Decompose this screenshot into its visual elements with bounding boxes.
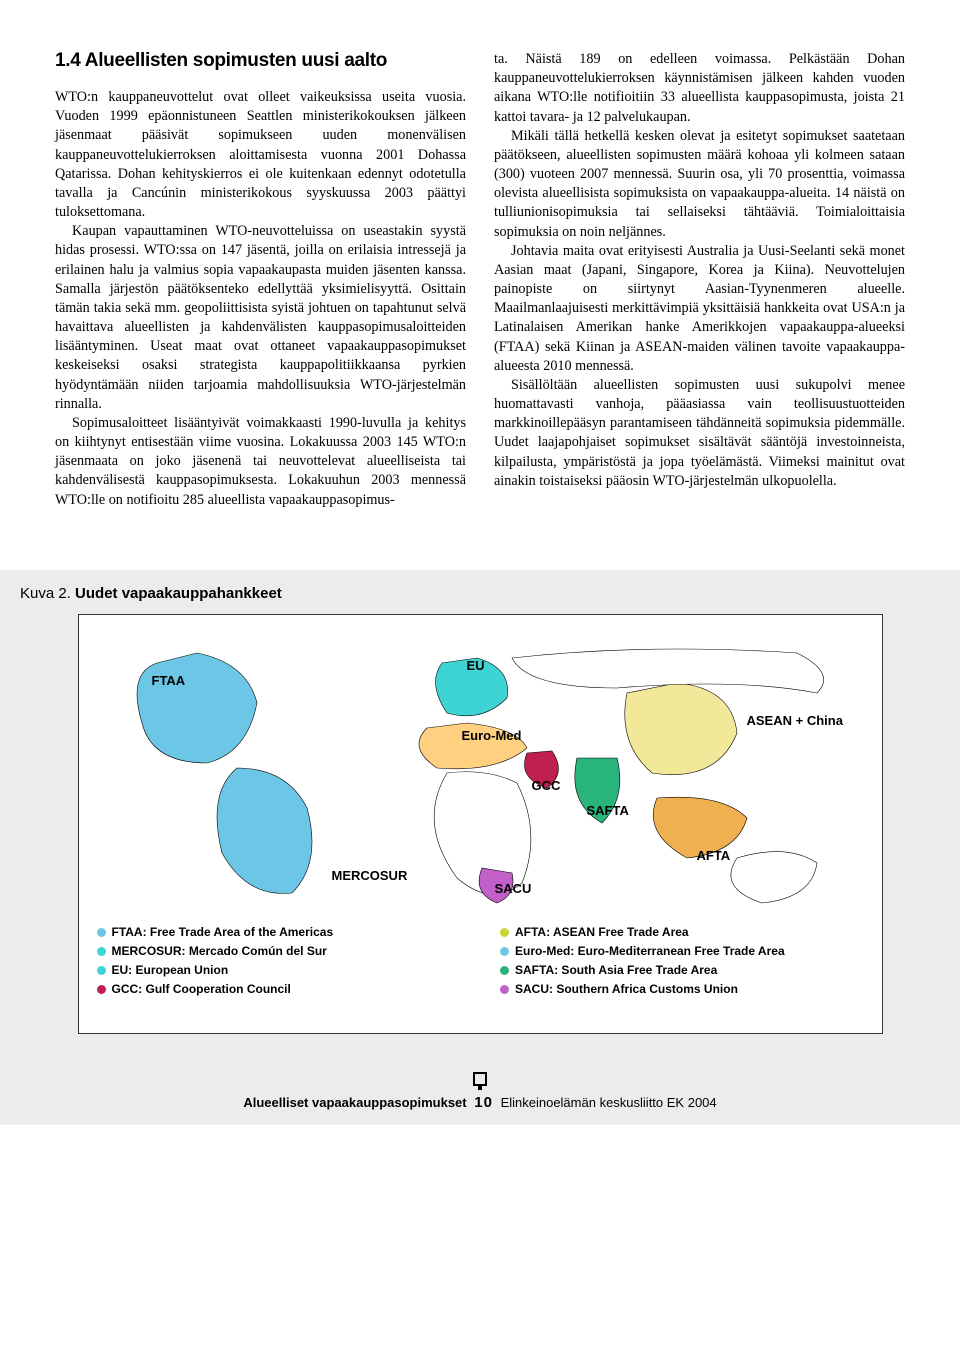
legend-left-column: FTAA: Free Trade Area of the Americas ME… <box>97 923 461 1000</box>
legend-bullet-icon <box>97 985 106 994</box>
legend-item: MERCOSUR: Mercado Común del Sur <box>97 942 461 961</box>
figure-2-container: Kuva 2. Uudet vapaakauppahankkeet <box>0 570 960 1054</box>
figure-title-text: Uudet vapaakauppahankkeet <box>75 585 282 602</box>
section-heading: 1.4 Alueellisten sopimusten uusi aalto <box>55 50 466 72</box>
map-label-eu: EU <box>467 658 485 673</box>
world-map: FTAA EU Euro-Med GCC SAFTA ASEAN + China… <box>78 614 883 1034</box>
figure-caption: Kuva 2. Uudet vapaakauppahankkeet <box>20 585 940 602</box>
paragraph: ta. Näistä 189 on edelleen voimassa. Pel… <box>494 50 905 127</box>
legend-right-column: AFTA: ASEAN Free Trade Area Euro-Med: Eu… <box>500 923 864 1000</box>
figure-label: Kuva 2. <box>20 585 71 602</box>
legend-bullet-icon <box>500 947 509 956</box>
legend-item: AFTA: ASEAN Free Trade Area <box>500 923 864 942</box>
legend-bullet-icon <box>500 966 509 975</box>
map-label-afta: AFTA <box>697 848 731 863</box>
footer-publisher: Elinkeinoelämän keskusliitto EK 2004 <box>501 1095 717 1110</box>
column-2-text: ta. Näistä 189 on edelleen voimassa. Pel… <box>494 50 905 491</box>
paragraph: Sisällöltään alueellisten sopimusten uus… <box>494 376 905 491</box>
map-label-euromed: Euro-Med <box>462 728 522 743</box>
legend-item: Euro-Med: Euro-Mediterranean Free Trade … <box>500 942 864 961</box>
footer-title: Alueelliset vapaakauppasopimukset <box>243 1095 466 1110</box>
map-label-sacu: SACU <box>495 881 532 896</box>
legend-bullet-icon <box>500 928 509 937</box>
legend-bullet-icon <box>97 947 106 956</box>
legend-bullet-icon <box>97 966 106 975</box>
map-label-safta: SAFTA <box>587 803 629 818</box>
legend-bullet-icon <box>500 985 509 994</box>
map-label-gcc: GCC <box>532 778 561 793</box>
legend-item: SAFTA: South Asia Free Trade Area <box>500 961 864 980</box>
map-label-mercosur: MERCOSUR <box>332 868 408 883</box>
paragraph: Kaupan vapauttaminen WTO-neuvotteluissa … <box>55 222 466 414</box>
legend-bullet-icon <box>97 928 106 937</box>
map-svg <box>97 633 867 913</box>
legend-item: GCC: Gulf Cooperation Council <box>97 980 461 999</box>
legend-item: SACU: Southern Africa Customs Union <box>500 980 864 999</box>
map-label-ftaa: FTAA <box>152 673 186 688</box>
paragraph: Sopimusaloitteet lisääntyivät voimakkaas… <box>55 414 466 510</box>
page-footer: Alueelliset vapaakauppasopimukset 10 Eli… <box>0 1054 960 1125</box>
footer-marker-icon <box>473 1072 487 1086</box>
column-1-text: WTO:n kauppaneuvottelut ovat olleet vaik… <box>55 88 466 510</box>
map-canvas: FTAA EU Euro-Med GCC SAFTA ASEAN + China… <box>97 633 864 913</box>
map-legend: FTAA: Free Trade Area of the Americas ME… <box>97 923 864 1000</box>
legend-item: FTAA: Free Trade Area of the Americas <box>97 923 461 942</box>
paragraph: Mikäli tällä hetkellä kesken olevat ja e… <box>494 127 905 242</box>
legend-item: EU: European Union <box>97 961 461 980</box>
paragraph: WTO:n kauppaneuvottelut ovat olleet vaik… <box>55 88 466 222</box>
page-number: 10 <box>474 1094 493 1111</box>
paragraph: Johtavia maita ovat erityisesti Australi… <box>494 242 905 376</box>
map-label-asean: ASEAN + China <box>747 713 843 729</box>
